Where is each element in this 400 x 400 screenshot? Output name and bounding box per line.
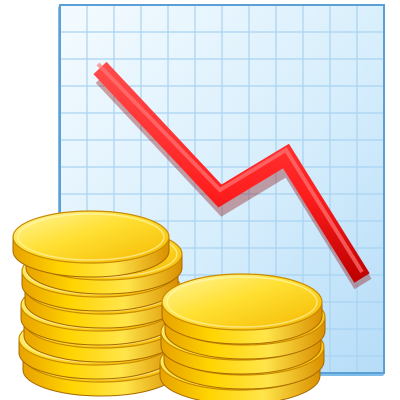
downward-trend-line — [93, 61, 372, 290]
coin — [12, 210, 170, 278]
left-coin-stack — [12, 210, 183, 397]
right-coin-stack — [159, 273, 326, 400]
gold-coin-stacks — [12, 210, 326, 400]
coin — [161, 273, 323, 345]
